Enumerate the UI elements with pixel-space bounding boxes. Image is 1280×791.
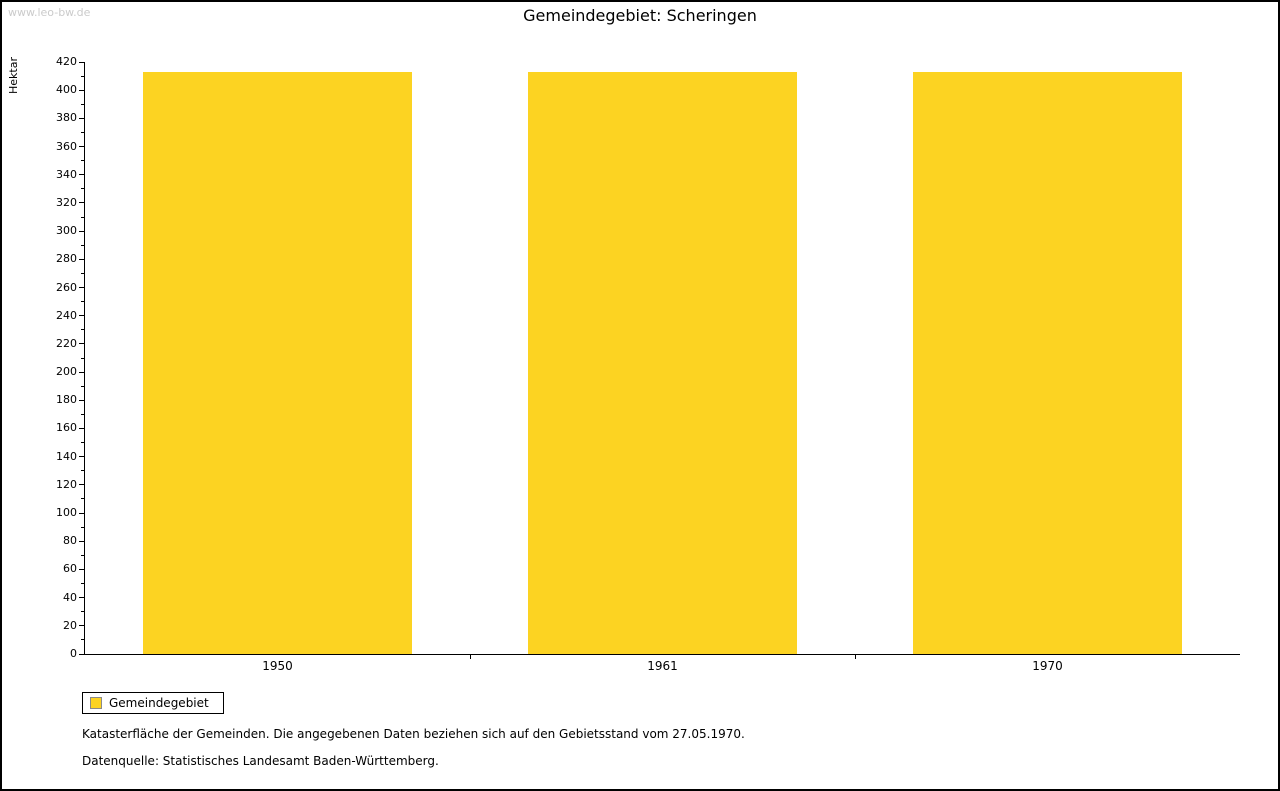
y-axis-tick-label: 0 (70, 647, 77, 660)
y-axis-tick-label: 80 (63, 534, 77, 548)
y-axis-tick-label: 180 (56, 393, 77, 407)
y-axis-major-tick (79, 625, 85, 627)
bar-1970 (912, 71, 1183, 654)
y-axis-major-tick (79, 597, 85, 599)
footnote-description: Katasterfläche der Gemeinden. Die angege… (82, 727, 745, 741)
y-axis-tick-label: 360 (56, 139, 77, 153)
plot-area: 0 20 40 60 80 100 120 140 160 180 200 220 240 260 280 3… (56, 56, 1240, 673)
legend-label: Gemeindegebiet (109, 696, 209, 710)
watermark: www.leo-bw.de (8, 6, 91, 19)
y-axis-minor-tick (81, 442, 85, 444)
y-axis-major-tick (79, 174, 85, 176)
y-axis-minor-tick (81, 75, 85, 77)
legend-swatch-icon (90, 697, 102, 709)
y-axis-tick-label: 120 (56, 477, 77, 491)
y-axis-minor-tick (81, 526, 85, 528)
y-axis-major-tick (79, 117, 85, 119)
y-axis-tick-label: 400 (56, 83, 77, 97)
y-axis-major-tick (79, 315, 85, 317)
x-axis-label-1950: 1950 (262, 659, 293, 673)
y-axis-major-tick (79, 371, 85, 373)
y-axis-minor-tick (81, 301, 85, 303)
y-axis-major-tick (79, 230, 85, 232)
y-axis-minor-tick (81, 470, 85, 472)
y-axis-title: Hektar (7, 57, 20, 94)
y-axis-minor-tick (81, 131, 85, 133)
y-axis-tick-label: 220 (56, 336, 77, 350)
y-axis-tick-label: 160 (56, 421, 77, 435)
y-axis-major-tick (79, 89, 85, 91)
y-axis-minor-tick (81, 385, 85, 387)
y-axis-major-tick (79, 568, 85, 570)
y-axis-major-tick (79, 512, 85, 514)
y-axis-major-tick (79, 343, 85, 345)
y-axis-minor-tick (81, 357, 85, 359)
y-axis-tick-label: 20 (63, 618, 77, 632)
y-axis-tick-label: 200 (56, 365, 77, 379)
x-axis-label-1970: 1970 (1032, 659, 1063, 673)
y-axis-major-tick (79, 202, 85, 204)
y-axis-minor-tick (81, 611, 85, 613)
x-axis-tick (469, 654, 471, 659)
y-axis-major-tick (79, 61, 85, 63)
legend-box: Gemeindegebiet (82, 692, 224, 714)
y-axis-minor-tick (81, 329, 85, 331)
y-axis-tick-label: 60 (63, 562, 77, 576)
y-axis-tick-label: 300 (56, 224, 77, 238)
y-axis-tick-label: 40 (63, 590, 77, 604)
y-axis-minor-tick (81, 498, 85, 500)
y-axis-major-tick (79, 427, 85, 429)
y-axis-major-tick (79, 484, 85, 486)
y-axis-major-tick (79, 540, 85, 542)
y-axis-major-tick (79, 287, 85, 289)
y-axis-major-tick (79, 146, 85, 148)
x-axis-tick (854, 654, 856, 659)
bar-1950 (142, 71, 413, 654)
y-axis-tick-label: 320 (56, 195, 77, 209)
x-axis-label-1961: 1961 (647, 659, 678, 673)
y-axis-minor-tick (81, 188, 85, 190)
y-axis-tick-label: 100 (56, 506, 77, 520)
y-axis-minor-tick (81, 216, 85, 218)
y-axis-minor-tick (81, 413, 85, 415)
y-axis-major-tick (79, 399, 85, 401)
y-axis-minor-tick (81, 272, 85, 274)
y-axis-minor-tick (81, 639, 85, 641)
y-axis-tick-label: 260 (56, 280, 77, 294)
y-axis-major-tick (79, 653, 85, 655)
y-axis-major-tick (79, 258, 85, 260)
y-axis-minor-tick (81, 583, 85, 585)
y-axis-minor-tick (81, 103, 85, 105)
y-axis-tick-label: 240 (56, 308, 77, 322)
bar-1961 (527, 71, 798, 654)
y-axis-tick-label: 380 (56, 111, 77, 125)
y-axis-major-tick (79, 456, 85, 458)
y-axis-tick-label: 280 (56, 252, 77, 266)
y-axis-tick-label: 340 (56, 167, 77, 181)
y-axis-minor-tick (81, 160, 85, 162)
chart-title: Gemeindegebiet: Scheringen (523, 6, 757, 25)
y-axis-tick-label: 140 (56, 449, 77, 463)
y-axis-minor-tick (81, 244, 85, 246)
y-axis-tick-label: 420 (56, 55, 77, 68)
y-axis-minor-tick (81, 554, 85, 556)
footnote-source: Datenquelle: Statistisches Landesamt Bad… (82, 754, 439, 768)
